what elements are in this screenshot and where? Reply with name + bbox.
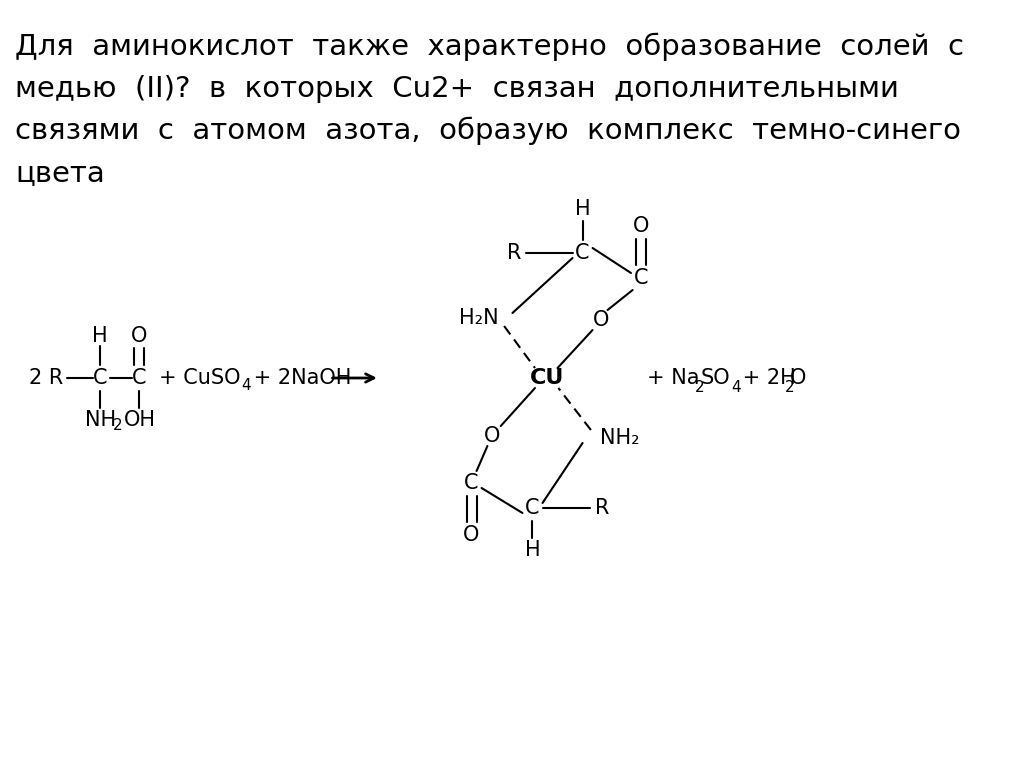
Text: H: H: [574, 199, 591, 219]
Text: H₂N: H₂N: [459, 308, 499, 328]
Text: R: R: [595, 498, 609, 518]
Text: C: C: [575, 243, 590, 263]
Text: 2: 2: [113, 419, 123, 433]
Text: + CuSO: + CuSO: [159, 368, 240, 388]
Text: 4: 4: [731, 379, 740, 395]
Text: Для  аминокислот  также  характерно  образование  солей  с: Для аминокислот также характерно образов…: [15, 33, 964, 61]
Text: R: R: [507, 243, 521, 263]
Text: O: O: [484, 426, 501, 446]
Text: O: O: [131, 326, 147, 346]
Text: 2: 2: [695, 379, 705, 395]
Text: O: O: [633, 216, 649, 236]
Text: 4: 4: [242, 379, 251, 393]
Text: C: C: [634, 268, 648, 288]
Text: SO: SO: [700, 368, 730, 388]
Text: O: O: [790, 368, 806, 388]
Text: NH: NH: [85, 410, 116, 430]
Text: + 2H: + 2H: [736, 368, 796, 388]
Text: C: C: [525, 498, 540, 518]
Text: цвета: цвета: [15, 159, 104, 187]
Text: CU: CU: [529, 368, 564, 388]
Text: связями  с  атомом  азота,  образую  комплекс  темно-синего: связями с атомом азота, образую комплекс…: [15, 117, 961, 145]
Text: + 2NaOH: + 2NaOH: [247, 368, 351, 388]
Text: C: C: [93, 368, 108, 388]
Text: O: O: [593, 310, 609, 330]
Text: H: H: [92, 326, 108, 346]
Text: O: O: [464, 525, 480, 545]
Text: + Na: + Na: [647, 368, 699, 388]
Text: 2: 2: [784, 379, 795, 395]
Text: медью  (II)?  в  которых  Cu2+  связан  дополнительными: медью (II)? в которых Cu2+ связан дополн…: [15, 75, 899, 103]
Text: C: C: [132, 368, 146, 388]
Text: 2 R: 2 R: [29, 368, 63, 388]
Text: H: H: [524, 540, 541, 560]
Text: OH: OH: [123, 410, 156, 430]
Text: NH₂: NH₂: [600, 428, 640, 448]
Text: C: C: [464, 473, 479, 493]
